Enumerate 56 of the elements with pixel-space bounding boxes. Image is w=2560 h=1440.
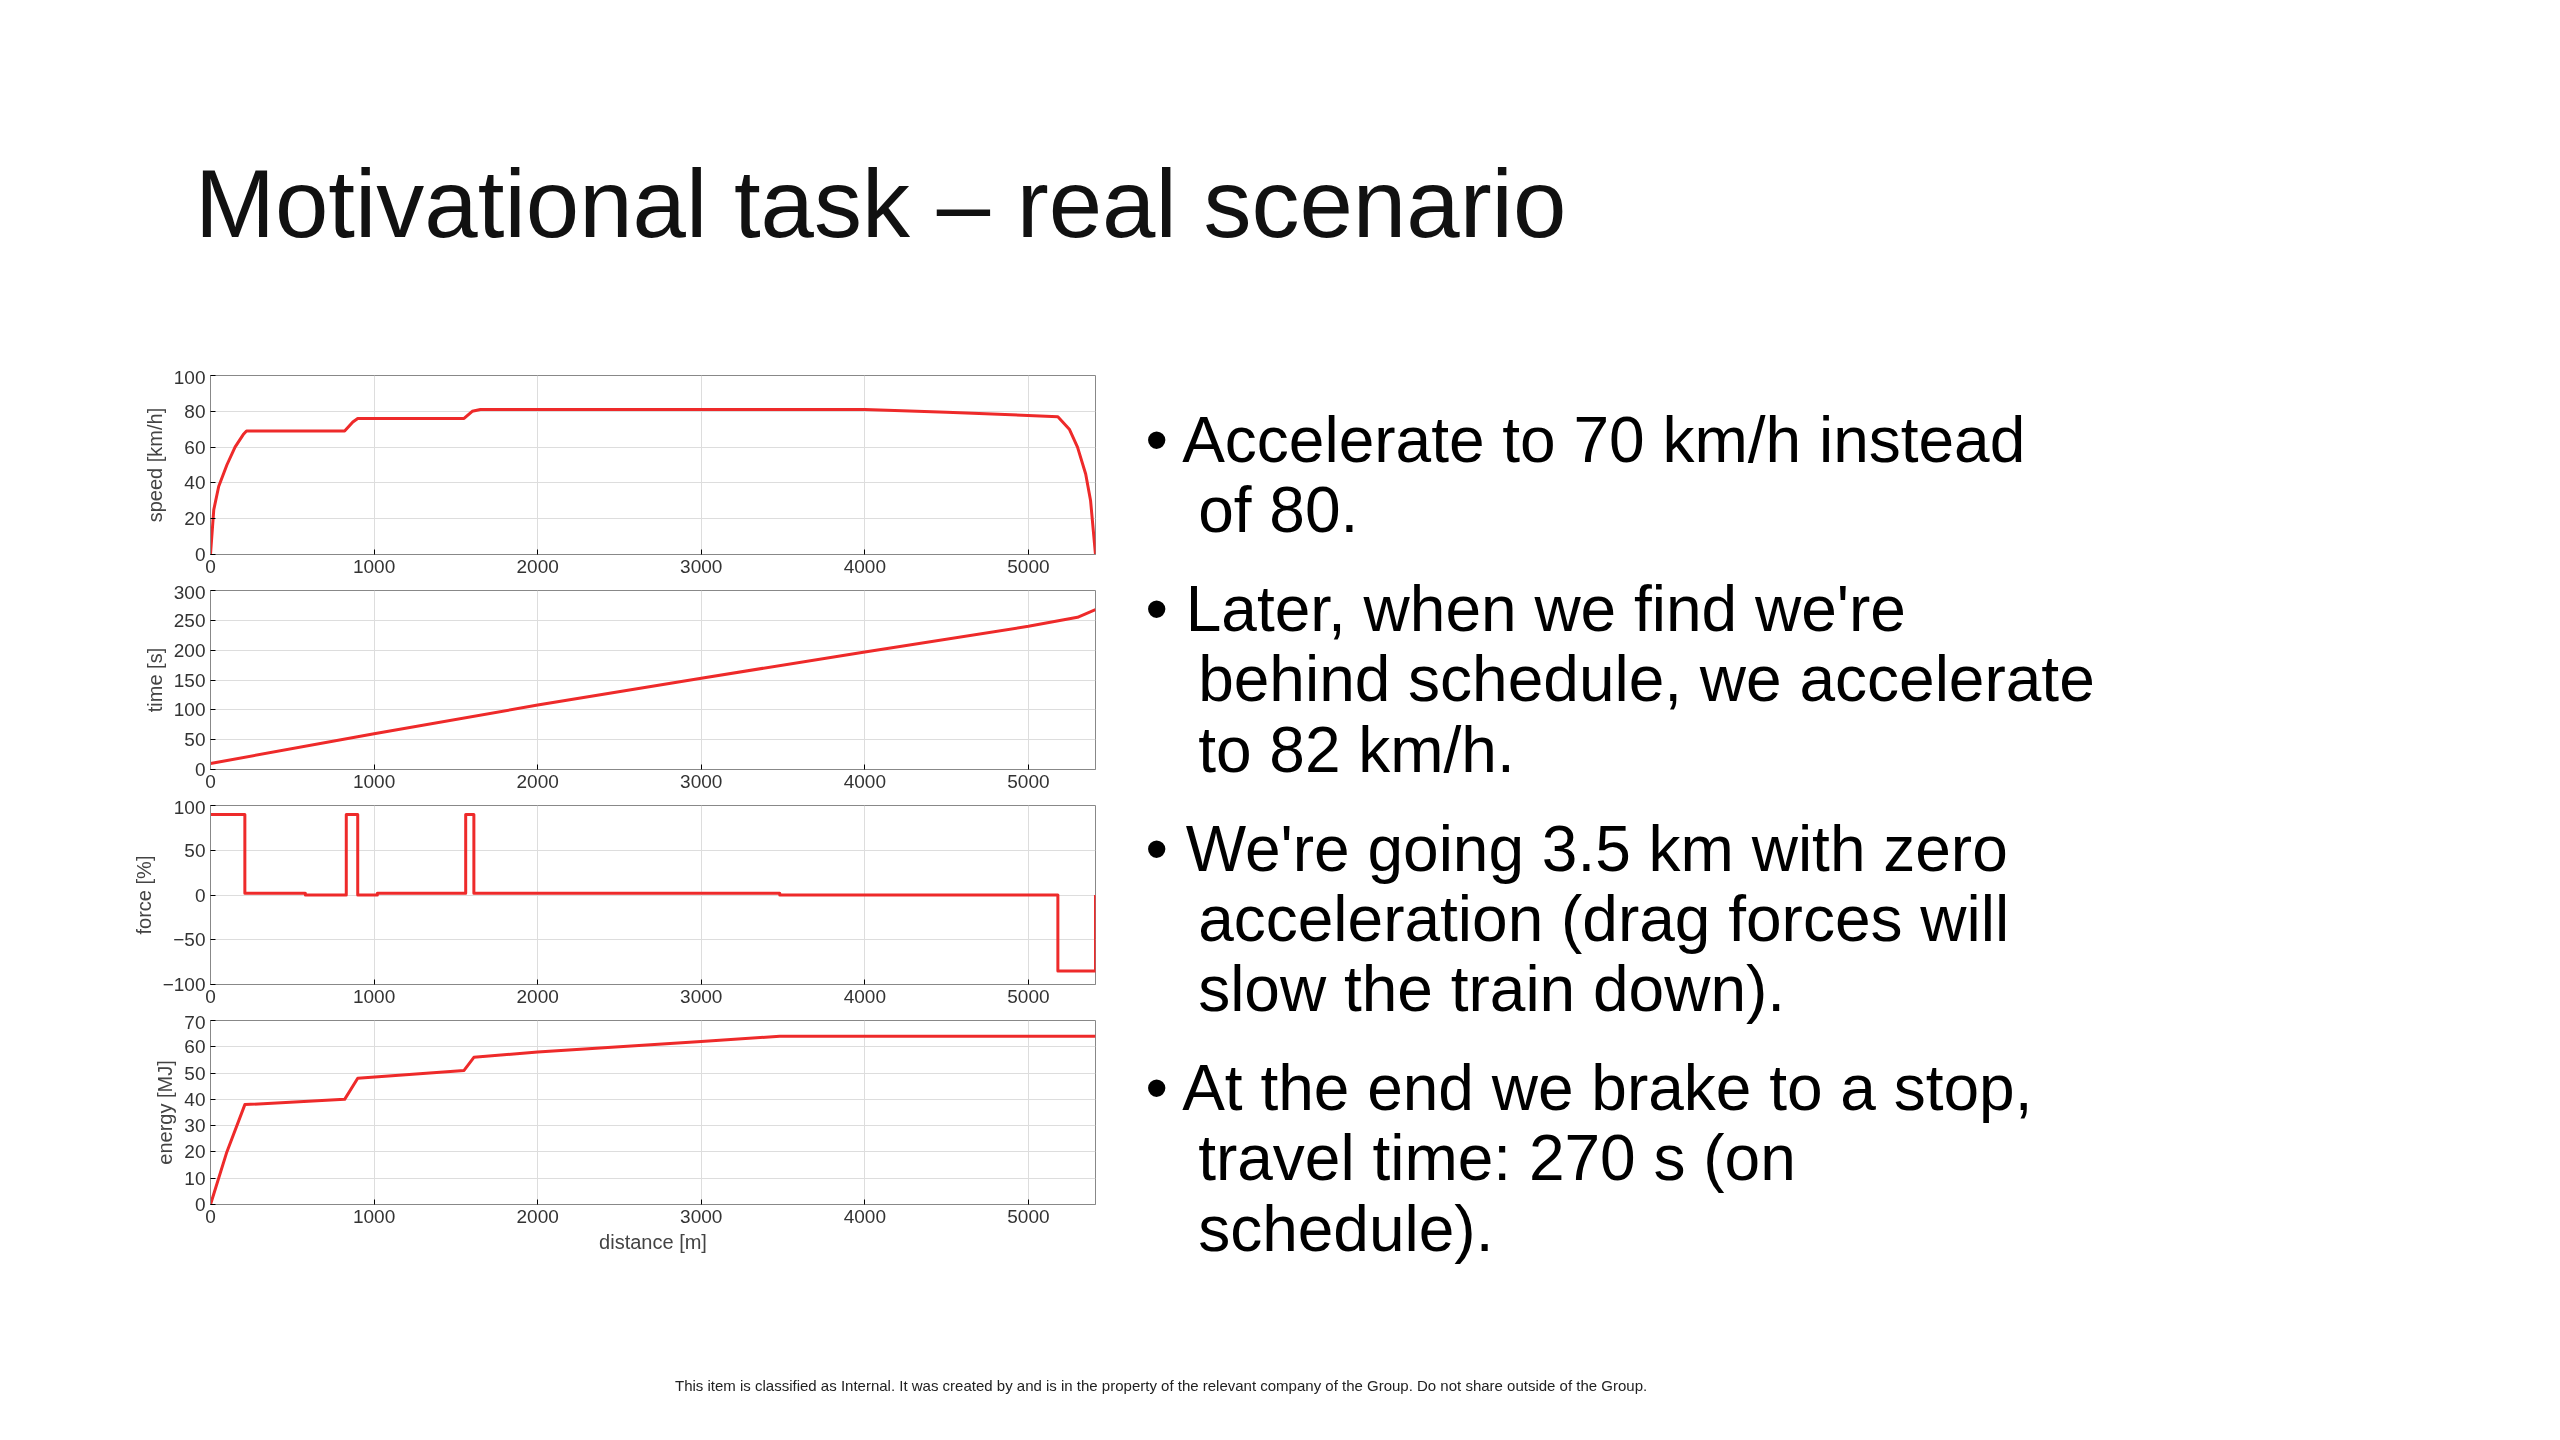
x-tick-label: 1000 [352, 555, 396, 577]
y-tick-label: 20 [184, 1141, 206, 1163]
y-tick-label: 70 [184, 1011, 206, 1033]
y-tick-label: 50 [184, 839, 206, 861]
y-tick-label: 100 [173, 366, 206, 388]
y-tick-label: 100 [173, 699, 206, 721]
x-tick-label: 1000 [352, 1205, 396, 1227]
x-tick-label: 1000 [352, 770, 396, 792]
x-tick-label: 3000 [680, 985, 723, 1007]
x-tick-label: 2000 [516, 555, 559, 577]
x-tick-label: 5000 [1007, 555, 1050, 577]
x-tick-label: 3000 [680, 1205, 723, 1227]
y-tick-label: 10 [184, 1167, 206, 1189]
x-tick-label: 2000 [516, 770, 559, 792]
y-tick-label: −50 [173, 929, 206, 951]
line-series [210, 608, 1096, 766]
line-series [210, 812, 1096, 973]
text: • We're going 3.5 km with zero acceleration (drag forces will slow the train down). [1145, 812, 2010, 1026]
y-tick-label: 40 [184, 472, 206, 494]
x-tick-label: 4000 [843, 985, 886, 1007]
text: • Later, when we find we're behind schedule, we accelerate to 82 km/h. [1145, 573, 2095, 786]
y-tick-label: 50 [184, 1062, 206, 1084]
y-tick-label: 150 [173, 669, 206, 691]
x-tick-label: 2000 [516, 1205, 559, 1227]
chart-title: Motivational task – real scenario [195, 149, 1567, 259]
y-tick-label: 300 [173, 581, 206, 603]
y-tick-label: 60 [184, 1036, 206, 1058]
y-tick-label: 80 [184, 400, 206, 422]
y-tick-label: 200 [173, 639, 206, 661]
x-tick-label: 4000 [843, 1205, 886, 1227]
y-axis-title: speed [km/h] [143, 407, 166, 523]
y-tick-label: 30 [184, 1115, 206, 1137]
y-tick-label: 60 [184, 436, 206, 458]
text: • Accelerate to 70 km/h instead of 80. [1145, 404, 2026, 547]
y-tick-label: 100 [173, 796, 206, 818]
x-tick-label: 4000 [843, 555, 886, 577]
x-tick-label: 5000 [1007, 770, 1050, 792]
y-axis-title: energy [MJ] [154, 1060, 177, 1165]
x-tick-label: 5000 [1007, 985, 1050, 1007]
x-axis-title: distance [m] [599, 1230, 707, 1253]
y-tick-label: 20 [184, 508, 206, 530]
x-tick-label: 4000 [843, 770, 886, 792]
y-tick-label: −100 [162, 974, 206, 995]
x-tick-label: 2000 [516, 985, 559, 1007]
x-tick-label: 3000 [680, 770, 723, 792]
y-tick-label: 250 [173, 609, 206, 631]
y-tick-label: 40 [184, 1088, 206, 1110]
x-tick-label: 1000 [352, 985, 396, 1007]
y-tick-label: 50 [184, 729, 206, 751]
x-tick-label: 3000 [680, 555, 723, 577]
x-tick-label: 5000 [1007, 1205, 1050, 1227]
y-axis-title: time [s] [143, 647, 166, 713]
y-tick-label: 0 [194, 884, 206, 906]
text: • At the end we brake to a stop, travel time: 270 s (on schedule). [1145, 1051, 2033, 1265]
y-axis-title: force [%] [132, 855, 155, 935]
text: This item is classified as Internal. It was created by and is in the property of the relevant company of the Group. Do not share outside of the Group. [675, 1376, 1648, 1396]
